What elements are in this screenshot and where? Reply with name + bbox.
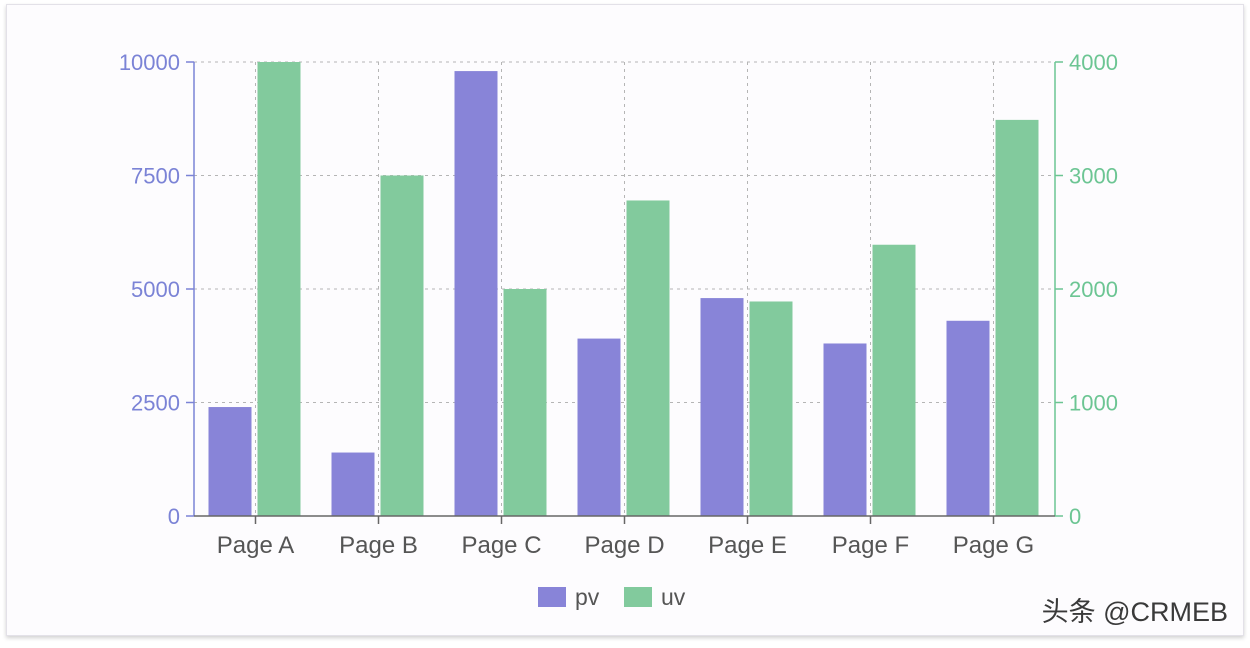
x-tick-label: Page C [461,532,541,559]
bar-uv-page-d [626,200,670,516]
y-right-tick-label: 4000 [1069,50,1118,75]
y-left-tick-label: 2500 [131,391,180,416]
bar-pv-page-d [577,338,621,516]
y-left-tick-label: 0 [168,504,180,529]
x-tick-label: Page A [217,532,294,559]
y-right-tick-label: 0 [1069,504,1081,529]
y-right-tick-label: 3000 [1069,164,1118,189]
bar-pv-page-e [700,298,744,516]
y-right-tick-label: 1000 [1069,391,1118,416]
y-right-tick-label: 2000 [1069,277,1118,302]
bar-uv-page-c [503,289,547,516]
bar-uv-page-g [995,119,1039,516]
bar-uv-page-f [872,244,916,517]
y-left-tick-label: 5000 [131,277,180,302]
bars [208,62,1039,517]
bar-pv-page-a [208,407,252,516]
x-tick-label: Page F [832,532,909,559]
legend[interactable]: pv uv [538,584,686,610]
y-left-tick-label: 7500 [131,164,180,189]
axes: 0 2500 5000 7500 10000 0 1000 2000 3000 4000 Page … [119,50,1118,559]
bar-uv-page-b [380,175,424,516]
x-tick-label: Page B [339,532,418,559]
bar-pv-page-f [823,343,867,516]
legend-swatch-pv[interactable] [538,587,566,607]
bar-pv-page-g [946,320,990,516]
bar-uv-page-a [257,62,301,516]
grid-lines [194,61,1056,517]
bar-pv-page-c [454,71,498,516]
bar-pv-page-b [331,452,375,516]
x-tick-label: Page D [584,532,664,559]
x-tick-label: Page G [953,532,1034,559]
x-tick-label: Page E [708,532,787,559]
y-left-tick-label: 10000 [119,50,180,75]
watermark: 头条 @CRMEB [1042,597,1228,627]
legend-swatch-uv[interactable] [624,587,652,607]
bar-uv-page-e [749,301,793,516]
legend-label-uv[interactable]: uv [661,584,686,610]
legend-label-pv[interactable]: pv [575,584,600,610]
